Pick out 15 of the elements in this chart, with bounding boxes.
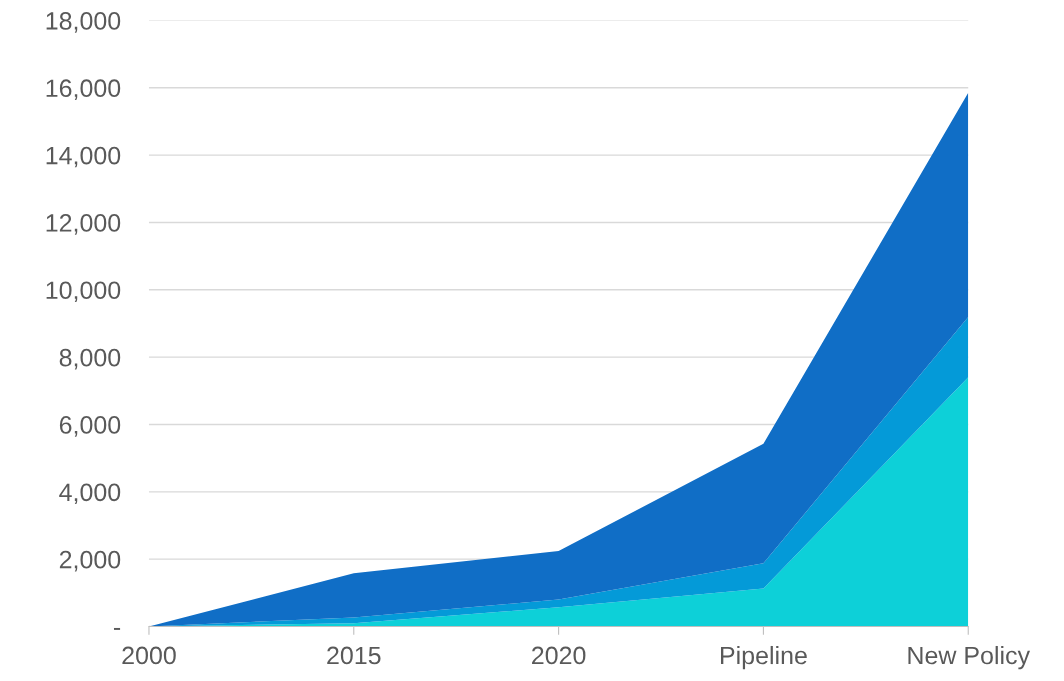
y-tick-label: 8,000 <box>59 348 121 370</box>
y-tick-label: 6,000 <box>59 416 121 437</box>
y-tick-label: 16,000 <box>46 79 121 101</box>
y-tick-label: 10,000 <box>46 281 121 303</box>
x-tick-label: 2000 <box>122 646 176 665</box>
y-tick-label: 4,000 <box>59 483 121 505</box>
y-tick-label: 2,000 <box>59 550 121 572</box>
y-tick-label: 12,000 <box>46 214 121 235</box>
y-tick-label: - <box>113 627 121 630</box>
y-tick-label: 14,000 <box>46 146 121 168</box>
x-tick-label: 2015 <box>327 646 381 665</box>
x-tick-label: 2020 <box>532 646 586 665</box>
x-tick-label: New Policy <box>908 645 1031 670</box>
y-tick-label: 18,000 <box>46 12 121 33</box>
x-tick-label: Pipeline <box>721 645 807 670</box>
